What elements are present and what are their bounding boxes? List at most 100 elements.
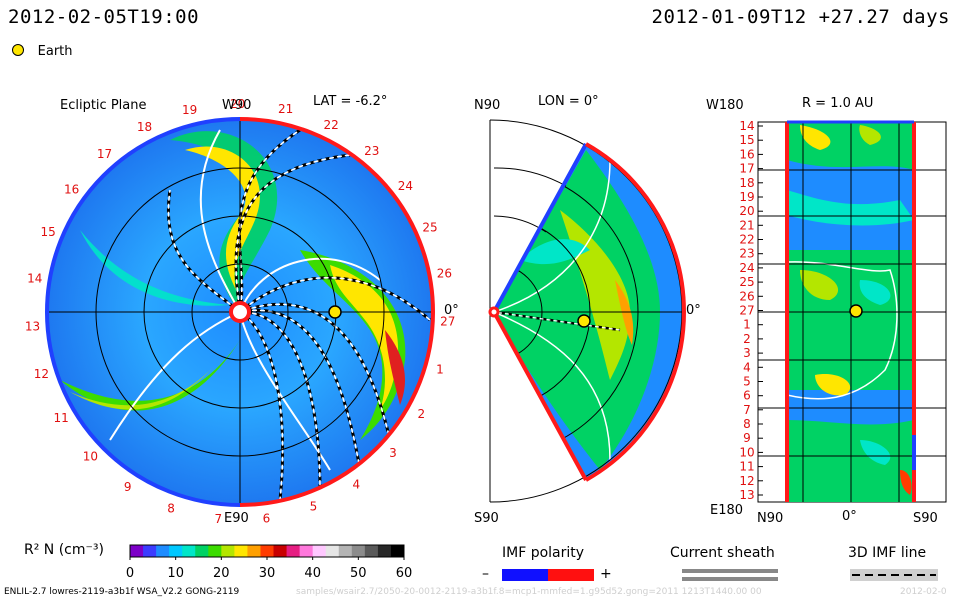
colorbar-swatch: [234, 545, 248, 557]
imf-negative-swatch: [502, 569, 548, 581]
radial-tick: 12: [739, 474, 754, 488]
radial-tick: 15: [739, 133, 754, 147]
radial-tick: 4: [743, 360, 751, 374]
ecliptic-right-label: 0°: [444, 303, 459, 318]
ecliptic-tick: 5: [310, 500, 318, 514]
radial-tick: 23: [739, 247, 754, 261]
radial-tick: 11: [739, 460, 754, 474]
colorbar-swatch: [130, 545, 144, 557]
current-sheath-label: Current sheath: [670, 545, 775, 561]
radial-bottom-left: E180: [710, 503, 744, 518]
radial-tick: 10: [739, 445, 754, 459]
footer-faint: samples/wsair2.7/2050-20-0012-2119-a3b1f…: [296, 587, 762, 597]
ecliptic-lat-label: LAT = -6.2°: [313, 94, 388, 109]
colorbar-tick: 40: [304, 566, 321, 581]
ecliptic-tick: 3: [389, 446, 397, 460]
radial-tick: 14: [739, 119, 754, 133]
colorbar-swatch: [247, 545, 261, 557]
ecliptic-tick: 21: [278, 102, 293, 116]
colorbar-swatch: [195, 545, 209, 557]
ecliptic-tick: 1: [436, 362, 444, 376]
colorbar-tick: 50: [350, 566, 367, 581]
colorbar-swatch: [169, 545, 183, 557]
ecliptic-tick: 16: [64, 183, 79, 197]
radial-tick: 19: [739, 190, 754, 204]
ecliptic-tick: 23: [364, 144, 379, 158]
radial-tick: 7: [743, 403, 751, 417]
radial-tick: 1: [743, 318, 751, 332]
ecliptic-tick: 13: [25, 320, 40, 334]
radial-tick: 27: [739, 304, 754, 318]
ecliptic-tick: 15: [40, 225, 55, 239]
colorbar-swatch: [143, 545, 157, 557]
colorbar-swatch: [390, 545, 405, 557]
colorbar-swatch: [221, 545, 235, 557]
radial-tick: 25: [739, 275, 754, 289]
ecliptic-plane-plot: 19 20 212223242526271234567891011121314151…: [25, 97, 456, 526]
earth-icon: [12, 44, 24, 56]
colorbar-swatch: [299, 545, 314, 557]
radial-tick: 18: [739, 176, 754, 190]
meridional-top-label: N90: [474, 98, 501, 113]
ecliptic-tick: 9: [124, 480, 132, 494]
colorbar: 0 10 20 30 40 50 60: [126, 544, 413, 581]
ecliptic-tick: 18: [137, 120, 152, 134]
ecliptic-tick: 8: [167, 501, 175, 515]
footer-left: ENLIL-2.7 lowres-2119-a3b1f WSA_V2.2 GON…: [4, 587, 240, 597]
ecliptic-tick: 20: [230, 97, 245, 111]
earth-legend: Earth: [12, 40, 73, 59]
colorbar-swatch: [338, 545, 353, 557]
colorbar-swatch: [260, 545, 275, 557]
sun-icon: [229, 301, 251, 323]
colorbar-swatch: [364, 545, 379, 557]
ecliptic-tick: 27: [440, 315, 455, 329]
earth-icon: [328, 305, 342, 319]
ecliptic-tick: 26: [437, 267, 452, 281]
radial-tick: 17: [739, 162, 754, 176]
colorbar-swatch: [312, 545, 327, 557]
ecliptic-tick: 19: [182, 103, 197, 117]
ecliptic-tick: 4: [352, 477, 360, 491]
colorbar-swatch: [286, 545, 301, 557]
radial-tick: 8: [743, 417, 751, 431]
radial-tick: 13: [739, 488, 754, 502]
radial-tick: 3: [743, 346, 751, 360]
colorbar-tick: 60: [396, 566, 413, 581]
colorbar-swatch: [273, 545, 288, 557]
radial-tick: 20: [739, 204, 754, 218]
imf-line-label: 3D IMF line: [848, 545, 927, 561]
radial-tick: 5: [743, 375, 751, 389]
ecliptic-bottom-label: E90: [224, 511, 249, 526]
reference-time: 2012-01-09T12 +27.27 days: [651, 6, 950, 28]
colorbar-swatch: [208, 545, 222, 557]
imf-plus-label: +: [600, 566, 612, 582]
ecliptic-tick: 7: [214, 512, 222, 526]
ecliptic-tick: 12: [34, 367, 49, 381]
current-sheath-swatch: [682, 569, 778, 573]
ecliptic-tick: 22: [324, 118, 339, 132]
ecliptic-tick: 10: [83, 450, 98, 464]
colorbar-label: R² N (cm⁻³): [24, 542, 104, 558]
ecliptic-tick-labels: 19 20 212223242526271234567891011121314151…: [25, 97, 456, 526]
earth-icon: [849, 304, 863, 318]
radial-tick: 24: [739, 261, 754, 275]
radial-tick: 2: [743, 332, 751, 346]
radial-tick: 22: [739, 233, 754, 247]
earth-icon: [577, 314, 591, 328]
colorbar-tick: 20: [213, 566, 230, 581]
radial-tick: 16: [739, 147, 754, 161]
colorbar-swatch: [325, 545, 340, 557]
colorbar-swatch: [156, 545, 170, 557]
colorbar-swatch: [182, 545, 196, 557]
meridional-bottom-label: S90: [474, 511, 499, 526]
ecliptic-tick: 24: [398, 179, 413, 193]
radial-bottom-s: S90: [913, 511, 938, 526]
radial-tick-labels: 1415161718192021222324252627123456789101…: [739, 119, 763, 502]
radial-r-label: R = 1.0 AU: [802, 96, 874, 111]
ecliptic-tick: 14: [27, 271, 42, 285]
imf-minus-label: –: [482, 566, 489, 582]
radial-bottom-mid: 0°: [842, 509, 857, 524]
colorbar-tick: 0: [126, 566, 134, 581]
radial-tick: 9: [743, 431, 751, 445]
